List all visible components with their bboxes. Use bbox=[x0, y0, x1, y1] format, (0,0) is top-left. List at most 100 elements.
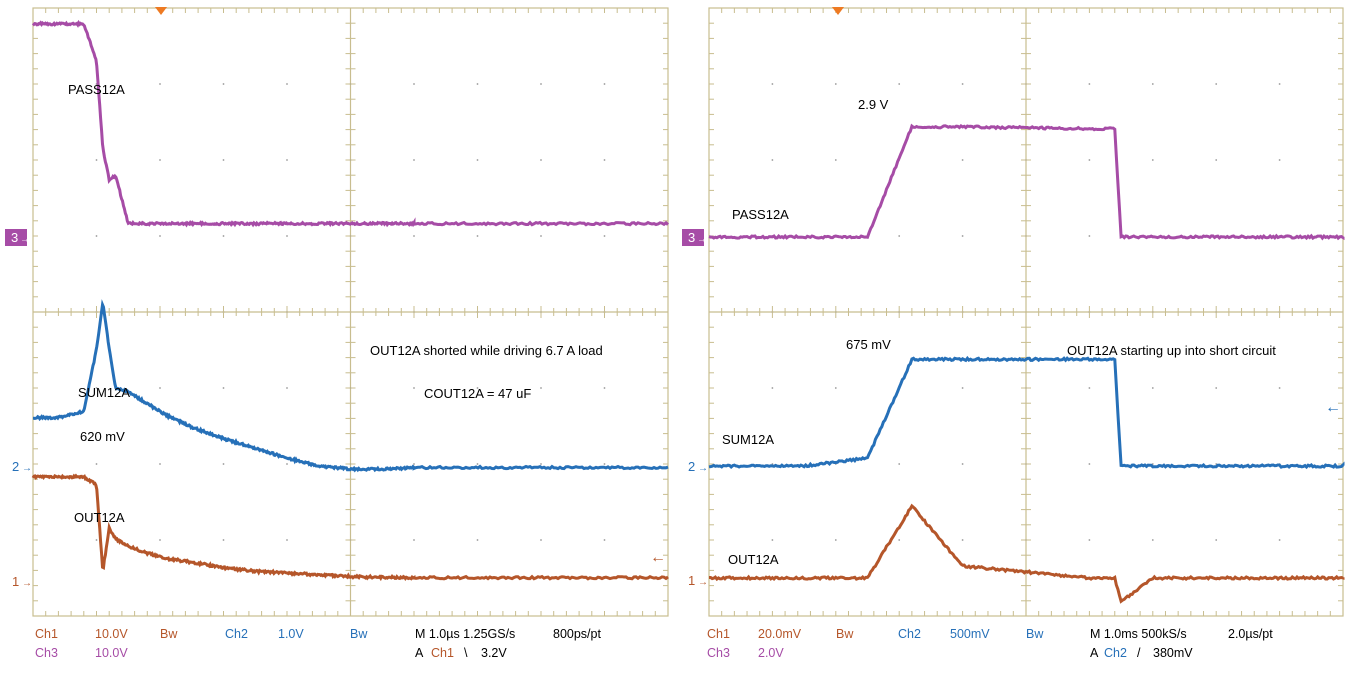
trigger-slope: \ bbox=[464, 646, 468, 660]
cout-note: COUT12A = 47 uF bbox=[424, 386, 531, 401]
channel-3-marker-label: 3 bbox=[11, 230, 18, 245]
ch1-label: Ch1 bbox=[35, 627, 58, 641]
ch3-scale: 2.0V bbox=[758, 646, 784, 660]
graticule-dot bbox=[159, 159, 161, 161]
graticule-dot bbox=[898, 235, 901, 237]
graticule-dot bbox=[1215, 539, 1218, 541]
graticule-dot bbox=[1278, 83, 1281, 85]
timebase-label: M 1.0µs 1.25GS/s bbox=[415, 627, 515, 641]
record-length: 800ps/pt bbox=[553, 627, 601, 641]
graticule-dot bbox=[1088, 159, 1091, 161]
graticule-dot bbox=[834, 159, 837, 161]
graticule-dot bbox=[222, 539, 225, 541]
ch3-scale: 10.0V bbox=[95, 646, 128, 660]
ch2-scale: 1.0V bbox=[278, 627, 304, 641]
channel-2-marker-arrow: → bbox=[698, 463, 708, 474]
graticule-dot bbox=[834, 539, 837, 541]
bandwidth-limit-ch2: Bw bbox=[350, 627, 368, 641]
graticule-dot bbox=[159, 387, 161, 389]
graticule-dot bbox=[222, 83, 225, 85]
graticule-dot bbox=[961, 539, 964, 541]
ch2-label: Ch2 bbox=[225, 627, 248, 641]
graticule-dot bbox=[1088, 539, 1091, 541]
channel-1-marker-label: 1 bbox=[688, 573, 695, 588]
graticule bbox=[708, 7, 1344, 617]
graticule-dot bbox=[413, 387, 415, 389]
graticule-dot bbox=[159, 539, 161, 541]
graticule-dot bbox=[898, 463, 901, 465]
graticule-dot bbox=[603, 159, 606, 161]
graticule-dot bbox=[413, 539, 415, 541]
series-label-out12a: OUT12A bbox=[74, 510, 125, 525]
graticule-dot bbox=[603, 235, 606, 237]
ch2-offscreen-arrow: ← bbox=[1325, 399, 1341, 416]
graticule-dot bbox=[222, 463, 225, 465]
graticule-dot bbox=[159, 463, 161, 465]
graticule-dot bbox=[95, 387, 98, 389]
ch2-scale: 500mV bbox=[950, 627, 990, 641]
graticule-dot bbox=[771, 159, 774, 161]
channel-3-marker bbox=[5, 229, 27, 246]
graticule-dot bbox=[476, 159, 479, 161]
trigger-channel: Ch1 bbox=[431, 646, 454, 660]
graticule-dot bbox=[540, 159, 542, 161]
graticule-dot bbox=[222, 159, 225, 161]
graticule-dot bbox=[961, 387, 964, 389]
graticule-dot bbox=[1215, 387, 1218, 389]
graticule-dot bbox=[413, 235, 415, 237]
channel-3-marker-arrow: → bbox=[20, 234, 30, 245]
annotation-675mv: 675 mV bbox=[846, 337, 891, 352]
graticule-dot bbox=[961, 463, 964, 465]
graticule-dot bbox=[1278, 539, 1281, 541]
channel-3-marker bbox=[682, 229, 704, 246]
trigger-position-marker bbox=[832, 7, 844, 15]
graticule-dot bbox=[1215, 83, 1218, 85]
graticule-dot bbox=[961, 159, 964, 161]
ch1-label: Ch1 bbox=[707, 627, 730, 641]
graticule-dot bbox=[95, 235, 98, 237]
trigger-prefix: A bbox=[1090, 646, 1099, 660]
graticule-dot bbox=[898, 83, 901, 85]
channel-3-marker-label: 3 bbox=[688, 230, 695, 245]
series-label-sum12a: SUM12A bbox=[78, 385, 130, 400]
graticule-dot bbox=[1278, 387, 1281, 389]
graticule-dot bbox=[159, 83, 161, 85]
graticule-dot bbox=[1278, 159, 1281, 161]
trace-sum12a bbox=[33, 299, 669, 473]
graticule-dot bbox=[540, 83, 542, 85]
series-label-pass12a: PASS12A bbox=[732, 207, 789, 222]
series-label-out12a: OUT12A bbox=[728, 552, 779, 567]
graticule-dot bbox=[540, 387, 542, 389]
trace-out12a bbox=[31, 473, 669, 582]
channel-3-marker-arrow: → bbox=[697, 234, 707, 245]
graticule-dot bbox=[540, 235, 542, 237]
ch3-label: Ch3 bbox=[35, 646, 58, 660]
graticule-dot bbox=[413, 463, 415, 465]
graticule-dot bbox=[771, 83, 774, 85]
graticule-dot bbox=[286, 159, 288, 161]
record-length: 2.0µs/pt bbox=[1228, 627, 1273, 641]
graticule-dot bbox=[540, 463, 542, 465]
channel-1-marker-arrow: → bbox=[698, 577, 708, 588]
trigger-level: 3.2V bbox=[481, 646, 507, 660]
scope-screen-right: 3 → 2 → 1 → ← 2.9 V PASS12A 675 mV OUT12… bbox=[682, 7, 1345, 660]
annotation-620mv: 620 mV bbox=[80, 429, 125, 444]
channel-2-marker-label: 2 bbox=[12, 459, 19, 474]
graticule-dot bbox=[286, 235, 288, 237]
graticule-dot bbox=[603, 387, 606, 389]
graticule-dot bbox=[476, 387, 479, 389]
plot-subtitle: OUT12A starting up into short circuit bbox=[1067, 343, 1276, 358]
graticule-dot bbox=[1088, 387, 1091, 389]
graticule-dot bbox=[222, 235, 225, 237]
ch1-scale: 10.0V bbox=[95, 627, 128, 641]
series-label-pass12a: PASS12A bbox=[68, 82, 125, 97]
graticule-dot bbox=[159, 235, 161, 237]
ch3-label: Ch3 bbox=[707, 646, 730, 660]
graticule-dot bbox=[95, 539, 98, 541]
trace-pass12a bbox=[708, 123, 1345, 241]
ch1-offscreen-arrow: ← bbox=[650, 549, 666, 566]
graticule bbox=[32, 7, 669, 617]
bandwidth-limit-ch2: Bw bbox=[1026, 627, 1044, 641]
trace-pass12a bbox=[31, 19, 670, 228]
